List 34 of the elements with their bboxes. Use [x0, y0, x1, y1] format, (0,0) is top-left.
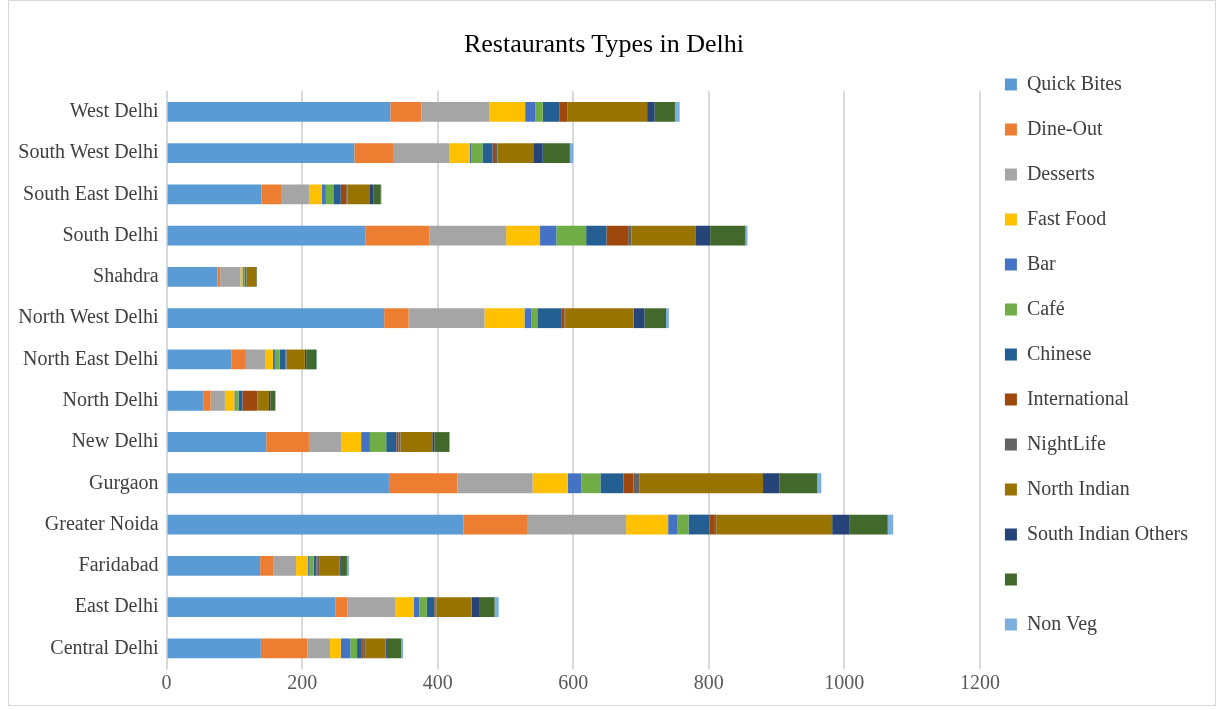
y-tick-label: Faridabad — [78, 553, 159, 576]
y-tick-label: Central Delhi — [50, 635, 160, 658]
legend-label: Desserts — [1026, 161, 1095, 184]
x-tick-label: 0 — [161, 671, 172, 694]
y-tick-label: Gurgaon — [88, 470, 159, 494]
y-tick-label: South West Delhi — [18, 140, 160, 163]
y-tick-label: North East Delhi — [23, 346, 160, 369]
legend-label: Quick Bites — [1026, 71, 1123, 94]
y-tick-label: West Delhi — [69, 99, 160, 122]
x-tick-label: 600 — [558, 671, 589, 694]
y-tick-label: South Delhi — [62, 222, 160, 245]
y-tick-label: East Delhi — [74, 594, 160, 617]
x-tick-label: 1000 — [824, 671, 865, 694]
y-tick-label: South East Delhi — [23, 181, 160, 204]
x-tick-label: 400 — [422, 671, 453, 694]
y-tick-label: North Delhi — [62, 387, 160, 410]
legend-label: Non Veg — [1026, 611, 1098, 635]
legend-label: Chinese — [1026, 341, 1092, 364]
legend-label: Dine-Out — [1026, 116, 1103, 139]
legend-label: International — [1026, 386, 1130, 409]
legend-label: Café — [1026, 296, 1065, 319]
y-tick-label: North West Delhi — [18, 305, 160, 328]
x-tick-label: 800 — [693, 671, 724, 694]
x-tick-label: 200 — [287, 671, 318, 694]
y-tick-label: Greater Noida — [44, 511, 159, 534]
chart-title: Restaurants Types in Delhi — [463, 29, 745, 59]
legend-label: NightLife — [1026, 431, 1106, 455]
legend-label: North Indian — [1026, 476, 1130, 499]
legend-label: Fast Food — [1026, 206, 1107, 229]
legend-label: South Indian Others — [1026, 521, 1189, 544]
y-tick-label: New Delhi — [71, 429, 160, 452]
x-tick-label: 1200 — [959, 671, 1000, 694]
legend-label: Bar — [1026, 251, 1057, 274]
y-tick-label: Shahdra — [93, 264, 159, 287]
